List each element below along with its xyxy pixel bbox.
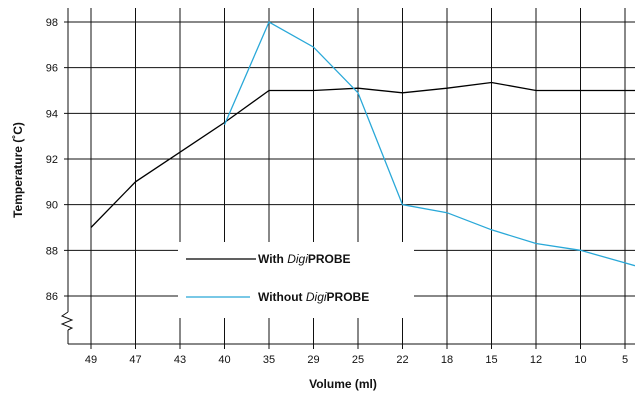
x-tick-label: 43 (174, 354, 186, 366)
x-tick-label: 40 (218, 354, 230, 366)
y-tick-label: 98 (46, 17, 58, 29)
axes (60, 8, 635, 345)
x-tick-label: 5 (622, 354, 628, 366)
legend-label-without: Without DigiPROBE (258, 290, 369, 304)
y-tick-label: 86 (46, 291, 58, 303)
legend-background (178, 242, 414, 318)
y-axis-break (60, 311, 74, 331)
y-tick-label: 88 (46, 245, 58, 257)
x-tick-label: 12 (530, 354, 542, 366)
y-tick-label: 90 (46, 200, 58, 212)
x-tick-label: 22 (396, 354, 408, 366)
x-tick-label: 47 (129, 354, 141, 366)
y-tick-labels: 86 88 90 92 94 96 98 (46, 17, 58, 303)
y-tick-label: 96 (46, 63, 58, 75)
x-axis-title: Volume (ml) (309, 377, 377, 391)
legend-label-with: With DigiPROBE (258, 252, 351, 266)
x-tick-labels: 49 47 43 40 35 29 25 22 18 15 12 10 5 (85, 354, 628, 366)
y-tick-label: 94 (46, 108, 58, 120)
grid-lines (64, 8, 635, 349)
x-tick-label: 29 (307, 354, 319, 366)
x-tick-label: 25 (352, 354, 364, 366)
x-tick-label: 49 (85, 354, 97, 366)
x-tick-label: 18 (441, 354, 453, 366)
y-axis-title: Temperature (˚C) (11, 122, 25, 218)
x-tick-label: 15 (485, 354, 497, 366)
series-line-with-digiprobe (90, 81, 635, 228)
series-line-without-digiprobe (223, 21, 635, 267)
x-tick-label: 35 (263, 354, 275, 366)
series-lines (90, 21, 635, 267)
x-tick-label: 10 (574, 354, 586, 366)
legend: With DigiPROBE Without DigiPROBE (186, 252, 369, 304)
y-tick-label: 92 (46, 154, 58, 166)
